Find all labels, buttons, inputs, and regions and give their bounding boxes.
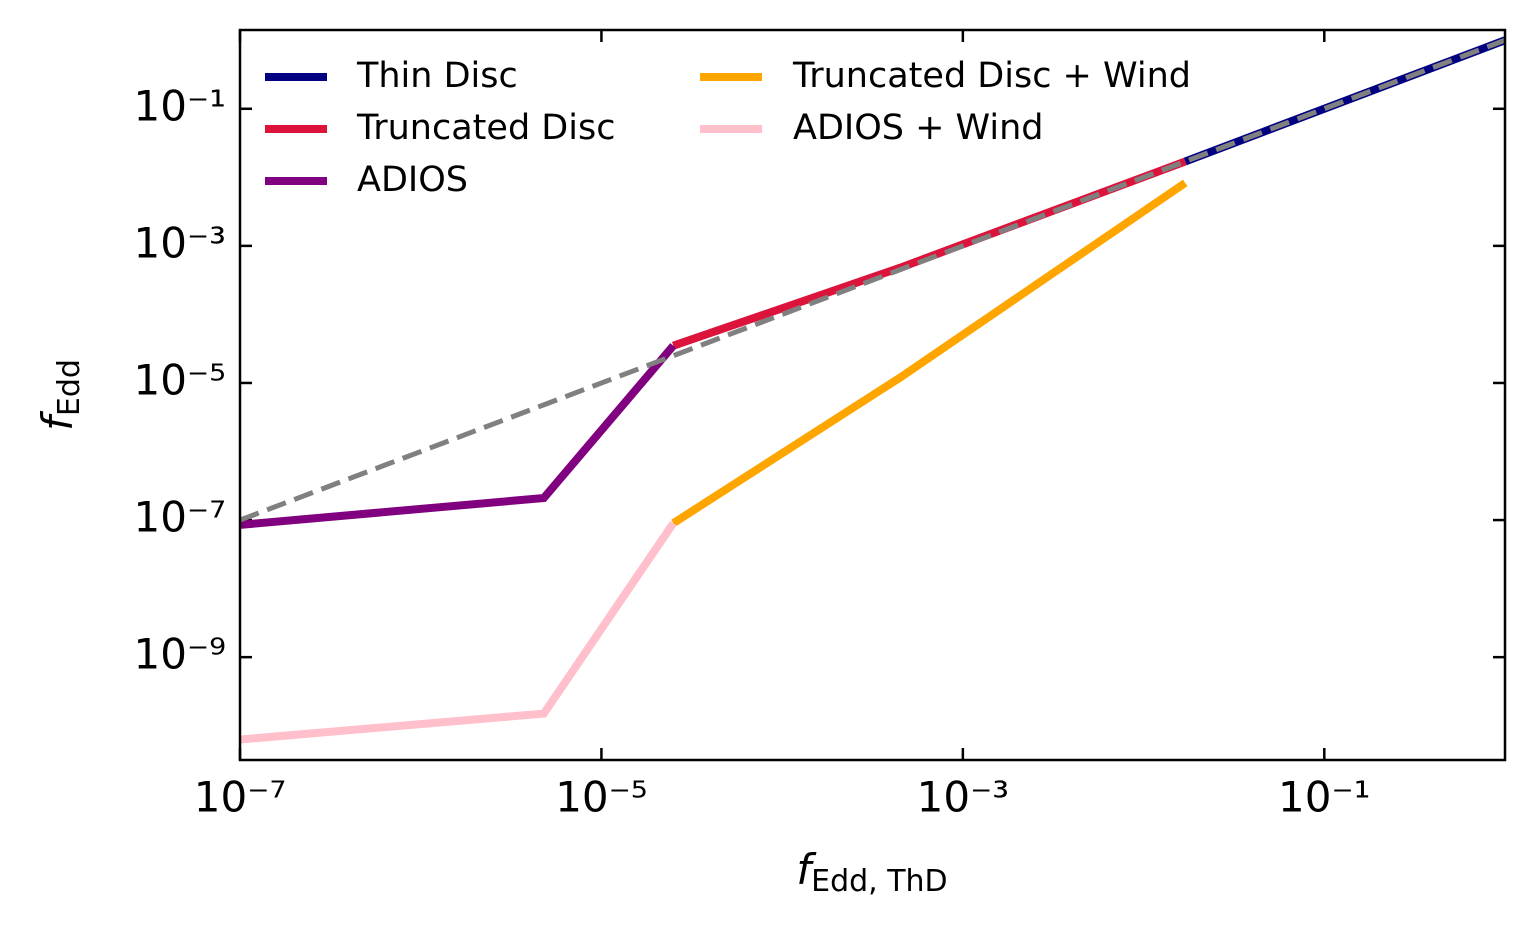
y-tick-label: 10⁻⁹ [134,630,226,679]
x-label-sub: Edd, ThD [811,864,948,899]
y-tick-label: 10⁻¹ [134,81,226,130]
y-tick-label: 10⁻⁵ [134,355,226,404]
series-line [671,179,1188,527]
x-tick-label: 10⁻³ [917,773,1009,822]
series-line [240,520,677,744]
legend-label: ADIOS + Wind [793,108,1044,148]
legend-label: Truncated Disc + Wind [792,56,1191,96]
legend-label: Truncated Disc [356,108,615,148]
legend-label: Thin Disc [356,56,518,96]
x-axis-label: fEdd, ThD [796,845,947,899]
x-tick-label: 10⁻¹ [1278,773,1370,822]
x-tick-label: 10⁻⁵ [555,773,647,822]
reference-line [240,37,1505,523]
y-axis-label: fEdd [33,359,87,431]
y-label-sub: Edd [52,359,87,416]
plot-frame [238,28,1507,762]
x-tick-label: 10⁻⁷ [194,773,286,822]
y-tick-label: 10⁻⁷ [134,493,226,542]
legend-label: ADIOS [357,160,468,200]
series-line [240,343,677,529]
y-tick-label: 10⁻³ [134,218,226,267]
